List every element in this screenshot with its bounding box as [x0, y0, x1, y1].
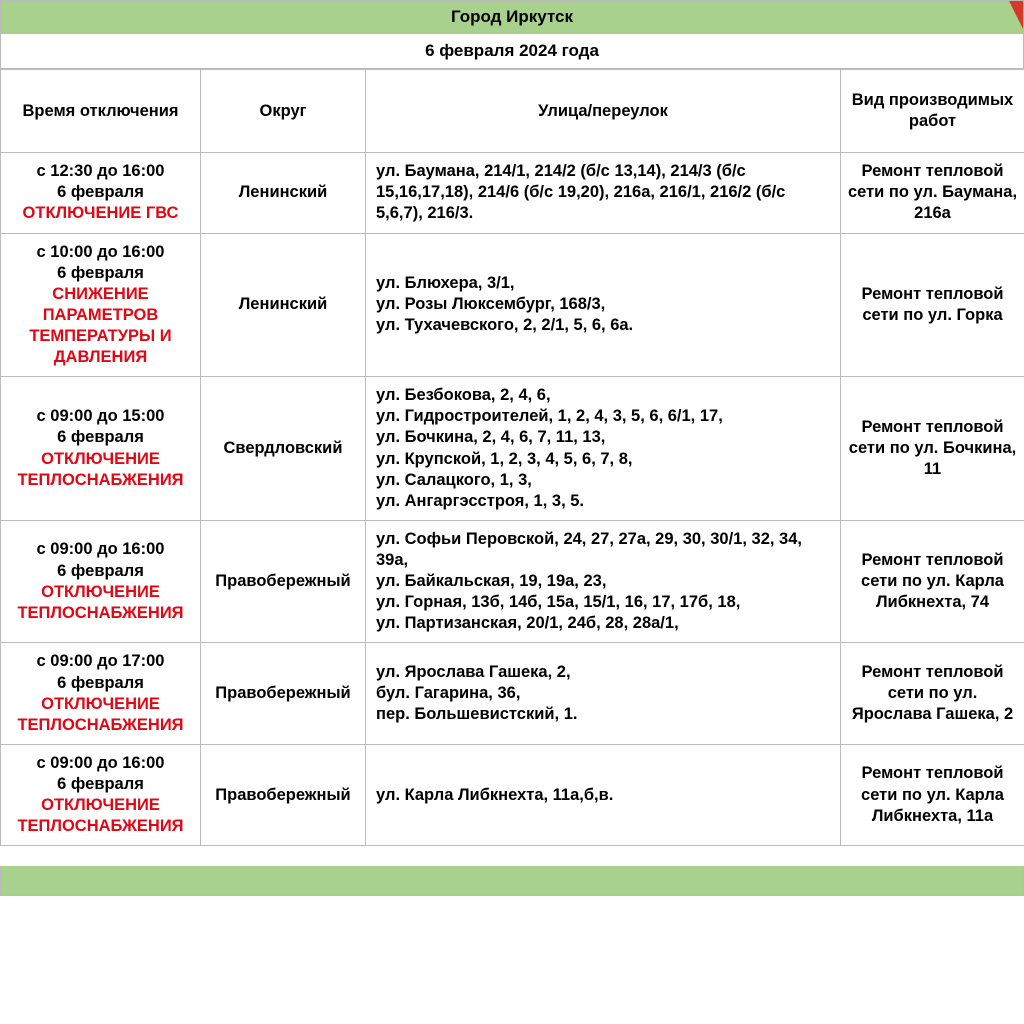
cell-district: Правобережный: [201, 643, 366, 744]
table-row: с 09:00 до 15:006 февраляОТКЛЮЧЕНИЕ ТЕПЛ…: [1, 377, 1024, 521]
outage-type: СНИЖЕНИЕ ПАРАМЕТРОВ ТЕМПЕРАТУРЫ И ДАВЛЕН…: [7, 284, 194, 368]
table-row: с 09:00 до 16:006 февраляОТКЛЮЧЕНИЕ ТЕПЛ…: [1, 520, 1024, 643]
cell-time: с 09:00 до 15:006 февраляОТКЛЮЧЕНИЕ ТЕПЛ…: [1, 377, 201, 521]
cell-work: Ремонт тепловой сети по ул. Баумана, 216…: [841, 153, 1024, 233]
city-title: Город Иркутск: [451, 7, 573, 26]
table-row: с 09:00 до 16:006 февраляОТКЛЮЧЕНИЕ ТЕПЛ…: [1, 744, 1024, 845]
time-period: с 12:30 до 16:006 февраля: [7, 161, 194, 203]
cell-time: с 09:00 до 16:006 февраляОТКЛЮЧЕНИЕ ТЕПЛ…: [1, 520, 201, 643]
table-body: с 12:30 до 16:006 февраляОТКЛЮЧЕНИЕ ГВСЛ…: [1, 153, 1024, 846]
table-row: с 12:30 до 16:006 февраляОТКЛЮЧЕНИЕ ГВСЛ…: [1, 153, 1024, 233]
cell-work: Ремонт тепловой сети по ул. Карла Либкне…: [841, 744, 1024, 845]
cell-work: Ремонт тепловой сети по ул. Ярослава Гаш…: [841, 643, 1024, 744]
cell-streets: ул. Карла Либкнехта, 11а,б,в.: [366, 744, 841, 845]
outage-table: Время отключения Округ Улица/переулок Ви…: [0, 69, 1024, 846]
cell-streets: ул. Софьи Перовской, 24, 27, 27а, 29, 30…: [366, 520, 841, 643]
time-period: с 09:00 до 16:006 февраля: [7, 753, 194, 795]
table-row: с 09:00 до 17:006 февраляОТКЛЮЧЕНИЕ ТЕПЛ…: [1, 643, 1024, 744]
time-period: с 09:00 до 15:006 февраля: [7, 406, 194, 448]
cell-streets: ул. Баумана, 214/1, 214/2 (б/с 13,14), 2…: [366, 153, 841, 233]
table-row: с 10:00 до 16:006 февраляСНИЖЕНИЕ ПАРАМЕ…: [1, 233, 1024, 377]
cell-district: Правобережный: [201, 744, 366, 845]
cell-work: Ремонт тепловой сети по ул. Карла Либкне…: [841, 520, 1024, 643]
footer-bar: [0, 866, 1024, 896]
col-work: Вид производимых работ: [841, 70, 1024, 153]
cell-work: Ремонт тепловой сети по ул. Бочкина, 11: [841, 377, 1024, 521]
outage-type: ОТКЛЮЧЕНИЕ ТЕПЛОСНАБЖЕНИЯ: [7, 582, 194, 624]
col-streets: Улица/переулок: [366, 70, 841, 153]
cell-streets: ул. Ярослава Гашека, 2,бул. Гагарина, 36…: [366, 643, 841, 744]
cell-streets: ул. Безбокова, 2, 4, 6,ул. Гидростроител…: [366, 377, 841, 521]
outage-type: ОТКЛЮЧЕНИЕ ТЕПЛОСНАБЖЕНИЯ: [7, 449, 194, 491]
outage-type: ОТКЛЮЧЕНИЕ ГВС: [7, 203, 194, 224]
city-header: Город Иркутск: [0, 0, 1024, 34]
col-time: Время отключения: [1, 70, 201, 153]
date-subheader: 6 февраля 2024 года: [0, 34, 1024, 69]
cell-district: Ленинский: [201, 153, 366, 233]
cell-work: Ремонт тепловой сети по ул. Горка: [841, 233, 1024, 377]
cell-district: Правобережный: [201, 520, 366, 643]
cell-time: с 09:00 до 16:006 февраляОТКЛЮЧЕНИЕ ТЕПЛ…: [1, 744, 201, 845]
cell-time: с 12:30 до 16:006 февраляОТКЛЮЧЕНИЕ ГВС: [1, 153, 201, 233]
table-header-row: Время отключения Округ Улица/переулок Ви…: [1, 70, 1024, 153]
cell-time: с 09:00 до 17:006 февраляОТКЛЮЧЕНИЕ ТЕПЛ…: [1, 643, 201, 744]
cell-district: Свердловский: [201, 377, 366, 521]
cell-district: Ленинский: [201, 233, 366, 377]
col-district: Округ: [201, 70, 366, 153]
date-text: 6 февраля 2024 года: [425, 41, 599, 60]
time-period: с 09:00 до 17:006 февраля: [7, 651, 194, 693]
corner-decoration: [1009, 1, 1023, 29]
time-period: с 09:00 до 16:006 февраля: [7, 539, 194, 581]
cell-streets: ул. Блюхера, 3/1,ул. Розы Люксембург, 16…: [366, 233, 841, 377]
cell-time: с 10:00 до 16:006 февраляСНИЖЕНИЕ ПАРАМЕ…: [1, 233, 201, 377]
outage-type: ОТКЛЮЧЕНИЕ ТЕПЛОСНАБЖЕНИЯ: [7, 795, 194, 837]
time-period: с 10:00 до 16:006 февраля: [7, 242, 194, 284]
outage-type: ОТКЛЮЧЕНИЕ ТЕПЛОСНАБЖЕНИЯ: [7, 694, 194, 736]
